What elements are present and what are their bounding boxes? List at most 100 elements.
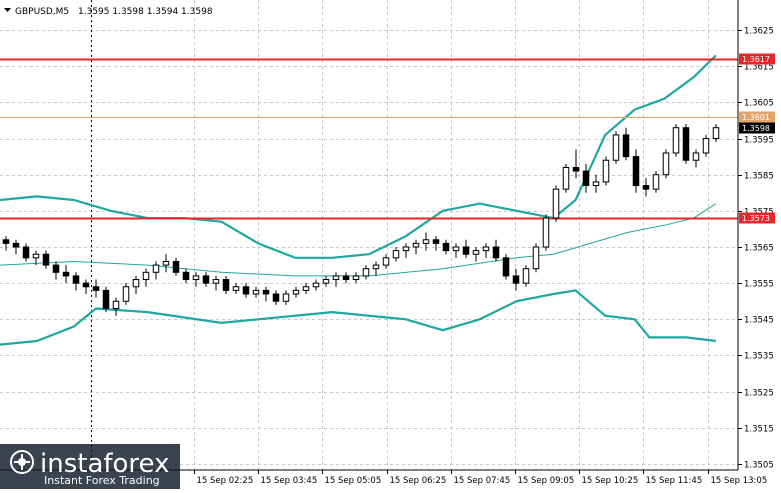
ohlc-readout: 1.3595 1.3598 1.3594 1.3598 [78, 7, 213, 17]
candle-body [52, 264, 60, 273]
price-tags: 1.3617 1.3601 1.3598 1.3573 [739, 53, 775, 224]
candle-body [182, 271, 190, 281]
candle-body [382, 257, 390, 266]
grid [0, 0, 738, 470]
price-tick-label: 1.3625 [744, 27, 774, 37]
candle-body [712, 127, 720, 140]
candles [2, 124, 720, 316]
time-tick-label: 15 Sep 13:05 [711, 476, 768, 486]
time-tick-label: 15 Sep 11:45 [646, 476, 703, 486]
candle-body [332, 275, 340, 281]
price-tick-label: 1.3505 [744, 461, 774, 471]
candle-body [562, 166, 570, 190]
price-tick-label: 1.3585 [744, 172, 774, 182]
candle-body [462, 246, 470, 255]
candle-body [292, 289, 300, 295]
time-tick-label: 15 Sep 10:25 [582, 476, 639, 486]
candle-body [122, 286, 130, 302]
candle-body [242, 286, 250, 295]
candle-body [72, 275, 80, 284]
candle-body [622, 134, 630, 158]
price-tag-label-upper: 1.3617 [742, 55, 770, 64]
price-tag-label-current_price: 1.3598 [742, 124, 770, 133]
chart-header: GBPUSD,M5 1.3595 1.3598 1.3594 1.3598 [4, 7, 213, 17]
candle-body [322, 279, 330, 284]
candle-body [362, 268, 370, 277]
bollinger-lower-band [0, 289, 717, 346]
candle-body [272, 293, 280, 302]
candle-body [312, 282, 320, 288]
price-tag-current_price [739, 122, 775, 134]
candle-body [602, 159, 610, 183]
time-tick-label: 15 Sep 09:05 [518, 476, 575, 486]
candle-body [302, 286, 310, 291]
candle-body [282, 293, 290, 302]
bollinger-upper-band [0, 54, 717, 259]
price-tick-label: 1.3525 [744, 389, 774, 399]
candle-body [102, 289, 110, 309]
price-tick-label: 1.3615 [744, 63, 774, 73]
candle-body [262, 289, 270, 295]
candle-body [512, 275, 520, 284]
time-tick-label: 15 Sep 07:45 [454, 476, 511, 486]
candle-body [12, 242, 20, 248]
candle-body [552, 188, 560, 219]
watermark: instaforex Instant Forex Trading [0, 444, 180, 489]
price-tag-upper [739, 53, 775, 65]
time-axis-ticks: 15 Sep 02:25 15 Sep 03:45 15 Sep 05:05 15 S… [194, 470, 768, 486]
price-tag-label-current_orange: 1.3601 [742, 113, 770, 122]
watermark-tagline: Instant Forex Trading [44, 474, 160, 487]
candle-body [572, 166, 580, 172]
candle-body [142, 271, 150, 281]
candle-body [112, 300, 120, 309]
candle-body [152, 264, 160, 273]
candle-body [682, 127, 690, 161]
candle-body [472, 250, 480, 255]
candle-body [432, 239, 440, 244]
watermark-brand: instaforex [40, 449, 169, 479]
candle-body [232, 286, 240, 291]
candle-body [532, 246, 540, 270]
candle-body [92, 286, 100, 291]
price-levels [0, 58, 738, 220]
candle-body [592, 181, 600, 187]
candle-body [172, 260, 180, 273]
price-tick-label: 1.3555 [744, 280, 774, 290]
candle-body [212, 279, 220, 284]
candle-body [162, 260, 170, 266]
candle-body [502, 257, 510, 277]
candle-body [642, 185, 650, 190]
candle-body [582, 170, 590, 187]
candle-body [192, 275, 200, 281]
time-tick-label: 15 Sep 02:25 [197, 476, 254, 486]
candle-body [372, 264, 380, 270]
candle-body [22, 246, 30, 259]
candle-body [672, 127, 680, 154]
candle-body [222, 279, 230, 291]
candle-body [632, 156, 640, 187]
price-tick-label: 1.3535 [744, 352, 774, 362]
candle-body [342, 275, 350, 281]
candle-body [652, 174, 660, 190]
candle-body [692, 152, 700, 161]
price-tick-label: 1.3565 [744, 244, 774, 254]
price-tick-label: 1.3605 [744, 99, 774, 109]
candle-body [132, 279, 140, 288]
bollinger-middle-band [0, 203, 717, 277]
price-tag-label-lower: 1.3573 [742, 214, 770, 223]
dropdown-triangle-icon[interactable] [4, 8, 11, 12]
candle-body [482, 246, 490, 252]
candle-body [2, 239, 10, 244]
watermark-backdrop [0, 444, 180, 489]
candle-body [202, 275, 210, 284]
candle-body [452, 246, 460, 252]
candle-body [612, 134, 620, 161]
candle-body [662, 152, 670, 176]
candle-body [392, 250, 400, 259]
candle-body [492, 246, 500, 259]
candle-body [542, 217, 550, 248]
candle-body [422, 239, 430, 244]
candle-body [442, 242, 450, 252]
